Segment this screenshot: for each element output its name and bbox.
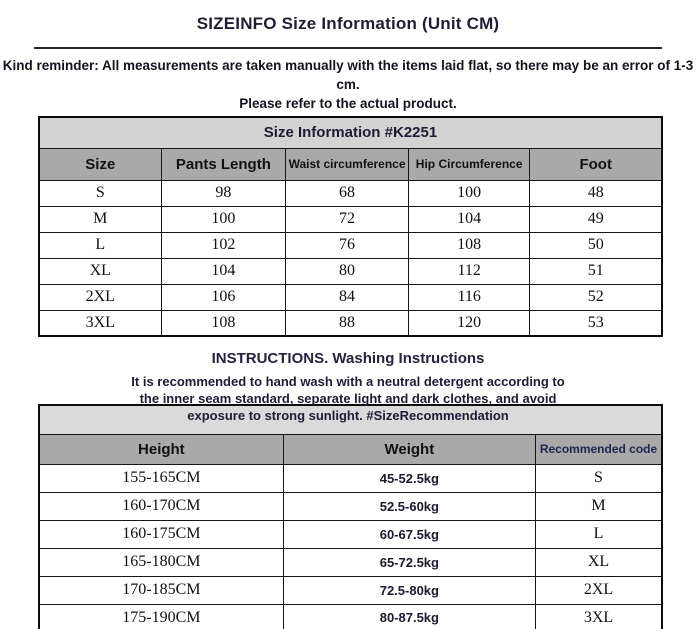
- pants-length-cell: 100: [160, 205, 287, 233]
- recommendation-table-header-row: Height Weight Recommended code: [38, 433, 663, 465]
- column-header-waist: Waist circumference: [285, 147, 409, 181]
- waist-cell: 88: [285, 309, 409, 337]
- waist-cell: 68: [285, 179, 409, 207]
- kind-reminder-line-2: Please refer to the actual product.: [239, 96, 457, 111]
- height-cell: 155-165CM: [38, 463, 284, 493]
- kind-reminder-text: Kind reminder: All measurements are take…: [0, 56, 696, 113]
- size-cell: 3XL: [38, 309, 162, 337]
- table-row: 160-175CM 60-67.5kg L: [38, 519, 663, 549]
- weight-cell: 60-67.5kg: [282, 519, 537, 549]
- table-row: 165-180CM 65-72.5kg XL: [38, 547, 663, 577]
- pants-length-cell: 106: [160, 283, 287, 311]
- washing-instructions-note: It is recommended to hand wash with a ne…: [0, 373, 696, 424]
- top-divider: [34, 47, 662, 49]
- size-table-caption: Size Information #K2251: [38, 116, 663, 149]
- height-cell: 160-175CM: [38, 519, 284, 549]
- height-cell: 170-185CM: [38, 575, 284, 605]
- washing-note-line-2: the inner seam standard, separate light …: [139, 391, 557, 406]
- strip-cell: [38, 404, 663, 435]
- size-cell: L: [38, 231, 162, 259]
- column-header-recommended-code: Recommended code: [535, 433, 663, 465]
- washing-note-line-3: exposure to strong sunlight. #SizeRecomm…: [187, 408, 509, 423]
- foot-cell: 49: [529, 205, 663, 233]
- hip-cell: 116: [407, 283, 531, 311]
- code-cell: XL: [535, 547, 663, 577]
- column-header-size: Size: [38, 147, 162, 181]
- waist-cell: 72: [285, 205, 409, 233]
- weight-cell: 52.5-60kg: [282, 491, 537, 521]
- code-cell: 2XL: [535, 575, 663, 605]
- column-header-height: Height: [38, 433, 284, 465]
- pants-length-cell: 102: [160, 231, 287, 259]
- hip-cell: 112: [407, 257, 531, 285]
- weight-cell: 65-72.5kg: [282, 547, 537, 577]
- column-header-foot: Foot: [529, 147, 663, 181]
- foot-cell: 48: [529, 179, 663, 207]
- table-row: 155-165CM 45-52.5kg S: [38, 463, 663, 493]
- foot-cell: 50: [529, 231, 663, 259]
- size-cell: S: [38, 179, 162, 207]
- table-row: 170-185CM 72.5-80kg 2XL: [38, 575, 663, 605]
- size-recommendation-table: Height Weight Recommended code 155-165CM…: [38, 404, 663, 629]
- code-cell: 3XL: [535, 603, 663, 629]
- column-header-hip: Hip Circumference: [407, 147, 531, 181]
- hip-cell: 100: [407, 179, 531, 207]
- table-row: 2XL 106 84 116 52: [38, 283, 663, 311]
- size-table-caption-row: Size Information #K2251: [38, 116, 663, 149]
- table-row: S 98 68 100 48: [38, 179, 663, 207]
- pants-length-cell: 104: [160, 257, 287, 285]
- recommendation-table-top-strip: [38, 404, 663, 435]
- table-row: 3XL 108 88 120 53: [38, 309, 663, 337]
- size-table-header-row: Size Pants Length Waist circumference Hi…: [38, 147, 663, 181]
- table-row: 175-190CM 80-87.5kg 3XL: [38, 603, 663, 629]
- waist-cell: 80: [285, 257, 409, 285]
- code-cell: M: [535, 491, 663, 521]
- waist-cell: 84: [285, 283, 409, 311]
- pants-length-cell: 98: [160, 179, 287, 207]
- height-cell: 165-180CM: [38, 547, 284, 577]
- size-cell: XL: [38, 257, 162, 285]
- table-row: 160-170CM 52.5-60kg M: [38, 491, 663, 521]
- code-cell: L: [535, 519, 663, 549]
- foot-cell: 51: [529, 257, 663, 285]
- hip-cell: 120: [407, 309, 531, 337]
- size-cell: 2XL: [38, 283, 162, 311]
- pants-length-cell: 108: [160, 309, 287, 337]
- weight-cell: 72.5-80kg: [282, 575, 537, 605]
- column-header-pants-length: Pants Length: [160, 147, 287, 181]
- foot-cell: 53: [529, 309, 663, 337]
- table-row: M 100 72 104 49: [38, 205, 663, 233]
- waist-cell: 76: [285, 231, 409, 259]
- size-cell: M: [38, 205, 162, 233]
- hip-cell: 104: [407, 205, 531, 233]
- page-title: SIZEINFO Size Information (Unit CM): [196, 14, 500, 33]
- weight-cell: 45-52.5kg: [282, 463, 537, 493]
- kind-reminder-line-1: Kind reminder: All measurements are take…: [2, 58, 694, 92]
- washing-note-line-1: It is recommended to hand wash with a ne…: [131, 374, 565, 389]
- column-header-weight: Weight: [282, 433, 537, 465]
- weight-cell: 80-87.5kg: [282, 603, 537, 629]
- table-row: L 102 76 108 50: [38, 231, 663, 259]
- foot-cell: 52: [529, 283, 663, 311]
- washing-instructions-heading: INSTRUCTIONS. Washing Instructions: [211, 350, 485, 367]
- hip-cell: 108: [407, 231, 531, 259]
- height-cell: 175-190CM: [38, 603, 284, 629]
- table-row: XL 104 80 112 51: [38, 257, 663, 285]
- size-info-table: Size Information #K2251 Size Pants Lengt…: [38, 116, 663, 337]
- code-cell: S: [535, 463, 663, 493]
- height-cell: 160-170CM: [38, 491, 284, 521]
